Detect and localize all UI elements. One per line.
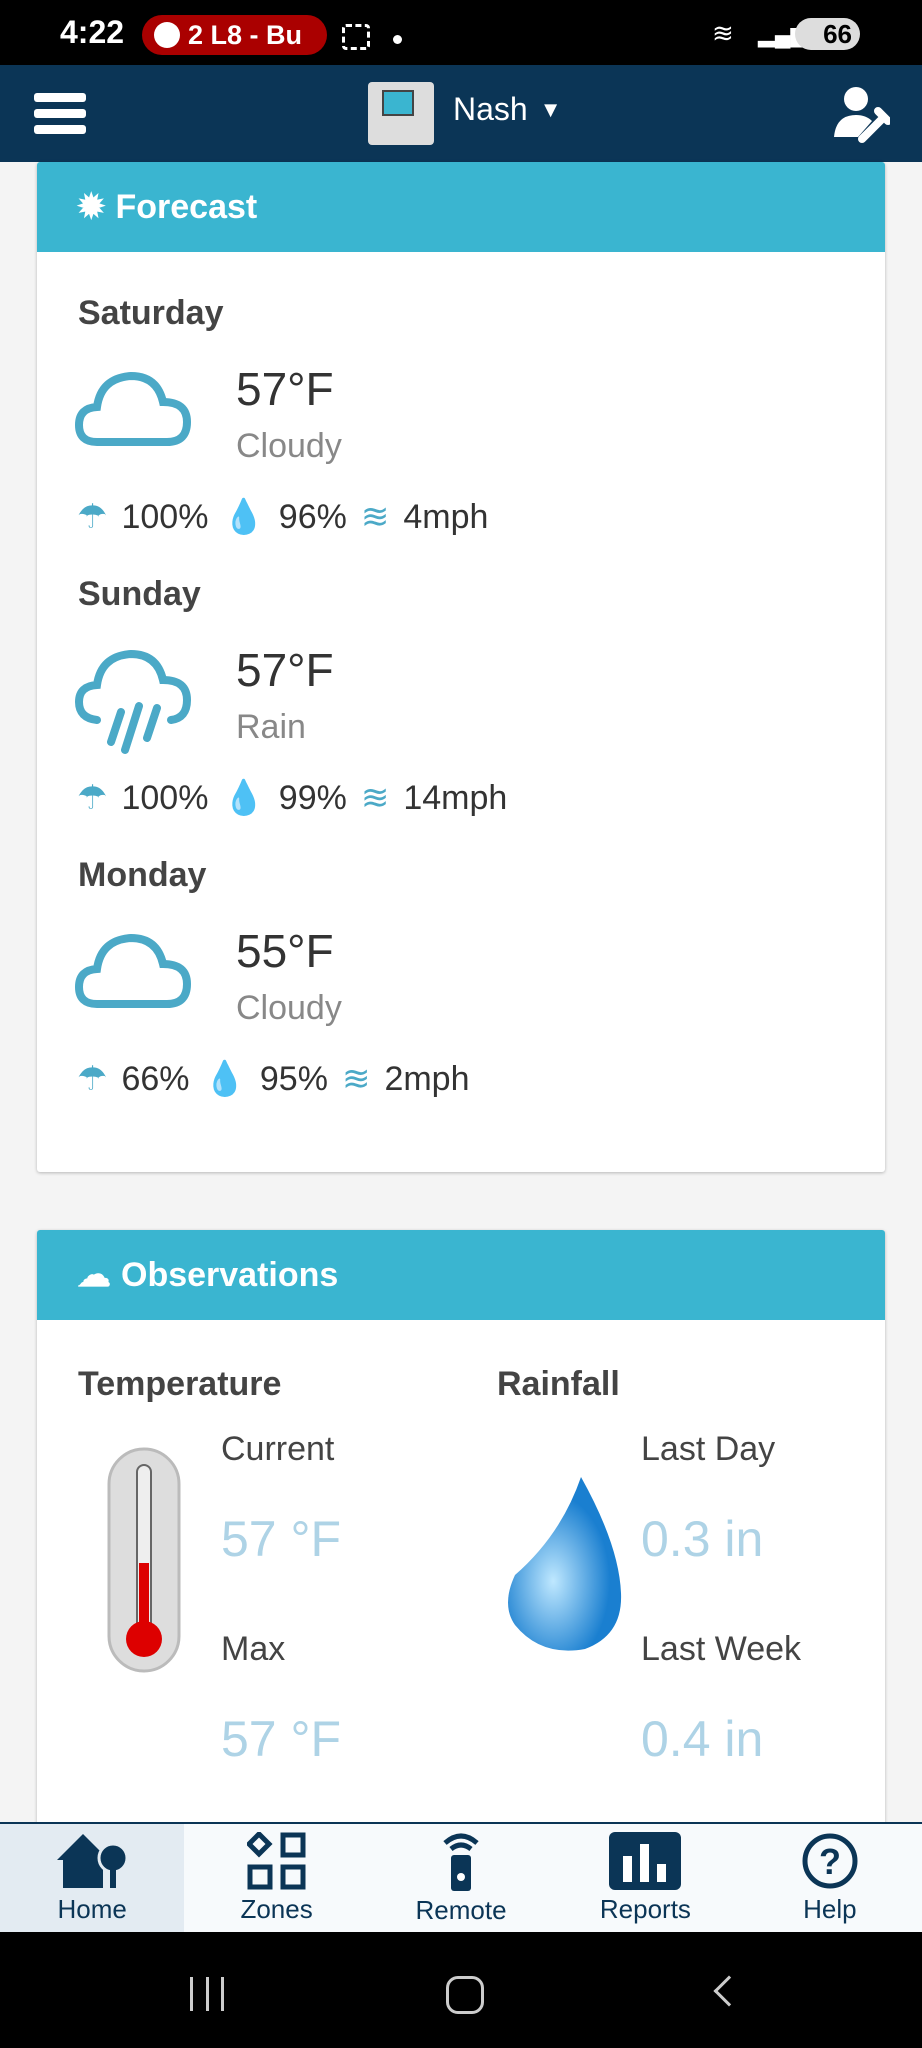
spotify-icon	[154, 22, 180, 48]
media-text: 2 L8 - Bu	[188, 19, 303, 50]
condition: Cloudy	[236, 427, 342, 465]
thermometer-icon	[107, 1447, 181, 1673]
current-temp-value: 57 °F	[221, 1511, 342, 1567]
nav-label: Remote	[415, 1894, 507, 1925]
temperature: 57°F	[236, 363, 334, 415]
cloud-icon: ☁	[77, 1256, 111, 1294]
humidity-value: 95%	[259, 1059, 328, 1098]
last-week-value: 0.4 in	[641, 1711, 764, 1767]
nav-remote[interactable]: Remote	[369, 1824, 553, 1932]
wind-icon: ≋	[360, 779, 390, 817]
precip-icon: ☂	[77, 1060, 108, 1098]
precip-icon: ☂	[77, 779, 108, 817]
last-day-value: 0.3 in	[641, 1511, 764, 1567]
back-button[interactable]	[713, 1975, 745, 2007]
cloud-icon	[75, 933, 192, 1008]
condition: Cloudy	[236, 989, 342, 1027]
nav-help[interactable]: ? Help	[738, 1824, 922, 1932]
remote-icon	[443, 1833, 479, 1891]
observations-title: Observations	[121, 1255, 339, 1294]
temperature-heading: Temperature	[78, 1365, 282, 1403]
day-name: Monday	[78, 856, 207, 894]
recents-button[interactable]	[190, 1977, 224, 2011]
zones-icon	[246, 1831, 306, 1889]
precip-value: 66%	[121, 1059, 190, 1098]
observations-card: ☁ Observations Temperature Current 57 °F…	[37, 1230, 885, 1850]
nav-reports[interactable]: Reports	[553, 1824, 737, 1932]
precip-value: 100%	[121, 497, 209, 536]
help-icon: ?	[802, 1833, 858, 1888]
forecast-stats: ☂ 100% 💧 96% ≋ 4mph	[77, 497, 502, 537]
last-week-label: Last Week	[641, 1630, 802, 1668]
condition: Rain	[236, 708, 306, 746]
precip-icon: ☂	[77, 498, 108, 536]
nav-home[interactable]: Home	[0, 1824, 185, 1932]
nav-label: Reports	[599, 1893, 691, 1924]
clock: 4:22	[60, 14, 125, 50]
max-temp-value: 57 °F	[221, 1711, 342, 1767]
cloud-icon	[75, 371, 192, 446]
battery-indicator: 66	[795, 18, 860, 50]
forecast-card: ✹ Forecast Saturday 57°F Cloudy ☂ 100% 💧 9…	[37, 162, 885, 1172]
user-settings-icon[interactable]	[832, 85, 890, 143]
wifi-icon: ≋	[712, 18, 734, 48]
temperature: 55°F	[236, 925, 334, 977]
nav-zones[interactable]: Zones	[184, 1824, 368, 1932]
nav-label: Zones	[240, 1893, 313, 1924]
menu-icon[interactable]	[34, 93, 86, 134]
wind-value: 2mph	[384, 1059, 470, 1098]
wind-value: 14mph	[403, 778, 508, 817]
system-nav-bar	[0, 1932, 922, 2048]
humidity-icon: 💧	[222, 779, 265, 817]
screenshot-icon	[342, 24, 370, 50]
home-button[interactable]	[446, 1976, 484, 2014]
media-pill[interactable]: 2 L8 - Bu	[142, 15, 327, 55]
rain-icon	[75, 649, 192, 754]
last-day-label: Last Day	[641, 1430, 776, 1468]
precip-value: 100%	[121, 778, 209, 817]
controller-selector[interactable]: Nash ▼	[453, 91, 561, 128]
wind-value: 4mph	[403, 497, 489, 536]
forecast-stats: ☂ 66% 💧 95% ≋ 2mph	[77, 1059, 484, 1099]
reports-icon	[609, 1831, 682, 1890]
forecast-header: ✹ Forecast	[37, 162, 885, 252]
humidity-icon: 💧	[222, 498, 265, 536]
humidity-value: 96%	[278, 497, 347, 536]
current-temp-label: Current	[221, 1430, 335, 1468]
sun-icon: ✹	[77, 188, 106, 226]
caret-down-icon: ▼	[539, 96, 562, 122]
forecast-stats: ☂ 100% 💧 99% ≋ 14mph	[77, 778, 521, 818]
forecast-title: Forecast	[115, 187, 258, 226]
day-name: Sunday	[78, 575, 201, 613]
app-bar: Nash ▼	[0, 65, 922, 162]
observations-header: ☁ Observations	[37, 1230, 885, 1320]
svg-text:?: ?	[819, 1841, 841, 1882]
water-drop-icon	[508, 1477, 622, 1651]
temperature: 57°F	[236, 644, 334, 696]
rainfall-heading: Rainfall	[497, 1365, 620, 1403]
humidity-icon: 💧	[203, 1060, 246, 1098]
wind-icon: ≋	[341, 1060, 371, 1098]
nav-label: Help	[803, 1893, 857, 1924]
wind-icon: ≋	[360, 498, 390, 536]
nav-label: Home	[57, 1893, 127, 1924]
home-icon	[57, 1833, 129, 1888]
humidity-value: 99%	[278, 778, 347, 817]
status-bar: 4:22 2 L8 - Bu ≋ ▂▄▆ 66	[0, 0, 922, 65]
controller-name: Nash	[453, 91, 528, 127]
controller-image[interactable]	[368, 82, 434, 145]
day-name: Saturday	[78, 294, 224, 332]
max-temp-label: Max	[221, 1630, 286, 1668]
dot-icon	[393, 35, 402, 44]
bottom-nav: Home Zones Remote Reports ? Help	[0, 1822, 922, 1932]
